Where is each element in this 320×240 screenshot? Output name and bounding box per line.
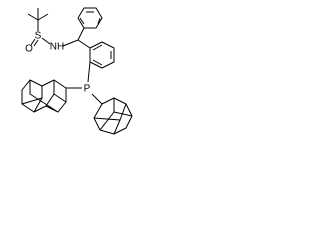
structure: S O NH P (21, 7, 133, 135)
atom-label: P (84, 84, 91, 95)
page: S O NH P (() => { const data = JSON.pars… (21, 7, 133, 135)
atom-label: NH (50, 42, 64, 53)
atom-label: O (25, 44, 33, 55)
bonds (21, 7, 133, 135)
atom-label: S (35, 31, 42, 42)
